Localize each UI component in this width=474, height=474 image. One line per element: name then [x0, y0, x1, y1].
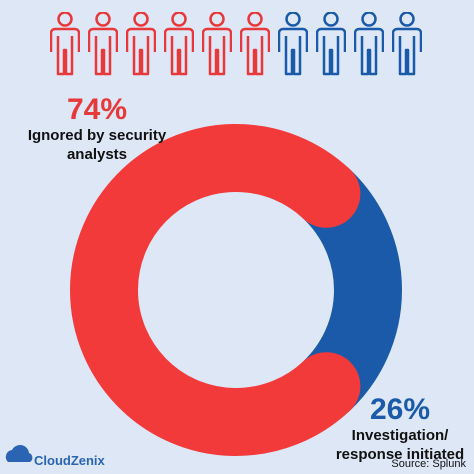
person-icon [278, 12, 308, 76]
person-icon [240, 12, 270, 76]
person-icon [164, 12, 194, 76]
person-icon [88, 12, 118, 76]
people-icons [50, 12, 422, 76]
donut-segment [70, 124, 361, 456]
value-label: 74% [66, 93, 128, 126]
logo-text: CloudZenix [34, 453, 105, 468]
value-label: 26% [369, 393, 431, 426]
source: Source: Splunk [391, 458, 466, 470]
person-icon [316, 12, 346, 76]
person-icon [392, 12, 422, 76]
person-icon [354, 12, 384, 76]
person-icon [126, 12, 156, 76]
logo-cloud [5, 445, 33, 462]
donut [70, 124, 402, 456]
category-label: Ignored by security analysts [27, 127, 167, 163]
category-label: Investigation/ response initiated [335, 427, 465, 463]
segment-label: 74% Ignored by security analysts [22, 94, 172, 164]
segment-label: 26% Investigation/ response initiated [330, 394, 470, 464]
person-icon [202, 12, 232, 76]
person-icon [50, 12, 80, 76]
